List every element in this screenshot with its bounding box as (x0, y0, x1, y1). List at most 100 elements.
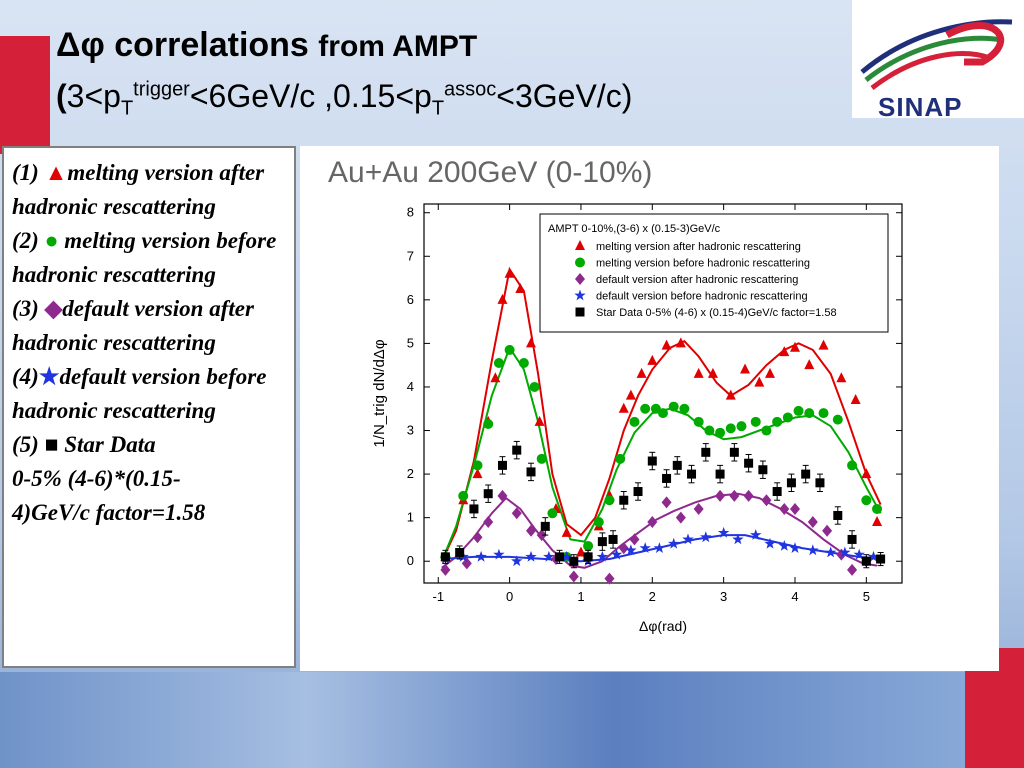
data-point-triangle (497, 293, 508, 304)
data-point-circle (547, 508, 558, 519)
data-point-diamond (568, 570, 579, 583)
fit-curve (440, 345, 882, 562)
subtitle-sub: T (120, 97, 134, 120)
y-tick-label: 5 (407, 335, 414, 350)
legend-extra: 0-5% (4-6)*(0.15- (12, 466, 181, 491)
data-point-circle (847, 460, 858, 471)
data-point-diamond (629, 533, 640, 546)
data-point-triangle (850, 394, 861, 405)
slide-subtitle: (3<pTtrigger<6GeV/c ,0.15<pTassoc<3GeV/c… (56, 78, 632, 120)
data-point-square (876, 554, 886, 564)
data-point-square (758, 465, 768, 475)
data-point-triangle (675, 337, 686, 348)
data-point-diamond (497, 489, 508, 502)
data-point-circle (658, 408, 668, 419)
x-tick-label: -1 (432, 589, 444, 604)
data-point-star (778, 540, 790, 551)
data-point-circle (761, 425, 772, 436)
data-point-circle (518, 358, 529, 369)
data-point-square (729, 447, 739, 457)
data-point-square (786, 478, 796, 488)
data-point-square (455, 548, 465, 558)
chart: -1 0 1 2 3 4 5 0 1 2 3 4 5 6 7 8 Δφ(rad) 1/N_trig dN/dΔφ A… (371, 203, 903, 634)
subtitle-part: 3<p (66, 78, 121, 114)
data-point-star (750, 529, 762, 540)
data-point-circle (861, 495, 872, 506)
data-point-star (493, 548, 505, 560)
legend-num: (2) (12, 228, 39, 253)
sinap-logo (852, 0, 1024, 118)
chart-legend-title: AMPT 0-10%,(3-6) x (0.15-3)GeV/c (548, 223, 721, 235)
data-point-square (833, 510, 843, 520)
triangle-marker-icon: ▲ (44, 160, 68, 185)
data-point-circle (604, 495, 615, 506)
data-point-circle (793, 405, 804, 416)
data-point-star (475, 550, 487, 562)
data-point-triangle (618, 402, 629, 413)
data-point-square (744, 458, 754, 468)
data-point-diamond (761, 494, 772, 507)
y-tick-label: 1 (407, 510, 414, 525)
subtitle-part: <6GeV/c ,0.15<p (189, 78, 432, 114)
data-point-triangle (526, 337, 537, 348)
legend-text: Star Data (64, 432, 156, 457)
data-point-diamond (847, 563, 858, 576)
legend-text: melting version after hadronic rescatter… (12, 160, 265, 219)
data-point-square (815, 478, 825, 488)
data-point-circle (472, 460, 483, 471)
data-point-square (569, 556, 579, 566)
data-point-square (540, 521, 550, 531)
legend-item: (1) ▲melting version after hadronic resc… (12, 156, 286, 224)
title-rest: from AMPT (318, 30, 478, 63)
chart-legend-entry: default version after hadronic rescatter… (596, 274, 798, 286)
data-point-square (440, 552, 450, 562)
data-point-circle (593, 517, 604, 528)
legend-num: (3) (12, 296, 39, 321)
data-point-triangle (789, 341, 800, 352)
data-point-star (596, 550, 609, 562)
diamond-marker-icon: ◆ (44, 296, 63, 321)
data-point-star (789, 542, 801, 553)
subtitle-sub: T (431, 97, 445, 120)
data-point-diamond (675, 511, 686, 524)
data-point-star (525, 550, 537, 562)
y-tick-label: 6 (407, 292, 414, 307)
legend-text: melting version before hadronic rescatte… (12, 228, 277, 287)
legend-item: (2) ● melting version before hadronic re… (12, 224, 286, 292)
data-point-square (619, 495, 629, 505)
data-point-triangle (647, 354, 658, 365)
data-point-square (687, 469, 697, 479)
data-point-triangle (872, 516, 883, 527)
legend-marker-circle (575, 257, 585, 268)
legend-num: (4) (12, 364, 39, 389)
data-point-triangle (504, 267, 515, 278)
data-point-square (647, 456, 657, 466)
data-point-square (555, 552, 565, 562)
legend-panel: (1) ▲melting version after hadronic resc… (2, 146, 296, 668)
data-point-circle (493, 358, 504, 369)
legend-marker-triangle (575, 240, 585, 250)
data-point-diamond (729, 489, 740, 502)
data-point-circle (615, 453, 626, 464)
legend-marker-square (575, 307, 585, 317)
data-point-circle (640, 403, 651, 414)
data-point-circle (715, 427, 726, 438)
data-point-triangle (765, 367, 776, 378)
y-axis-label: 1/N_trig dN/dΔφ (371, 339, 388, 447)
sinap-logo-icon (860, 19, 1013, 90)
subtitle-part: <3GeV/c) (496, 78, 633, 114)
data-point-square (715, 469, 725, 479)
background-band (0, 672, 1024, 768)
y-tick-label: 4 (407, 379, 414, 394)
data-point-triangle (804, 359, 815, 370)
data-point-diamond (618, 542, 629, 555)
legend-num: (5) (12, 432, 39, 457)
data-point-triangle (740, 363, 751, 374)
data-point-diamond (461, 557, 472, 570)
data-point-square (469, 504, 479, 514)
square-marker-icon: ■ (44, 432, 59, 457)
data-point-star (682, 533, 694, 545)
data-point-diamond (789, 502, 800, 515)
legend-item: (5) ■ Star Data (12, 428, 286, 462)
data-point-star (639, 542, 651, 553)
